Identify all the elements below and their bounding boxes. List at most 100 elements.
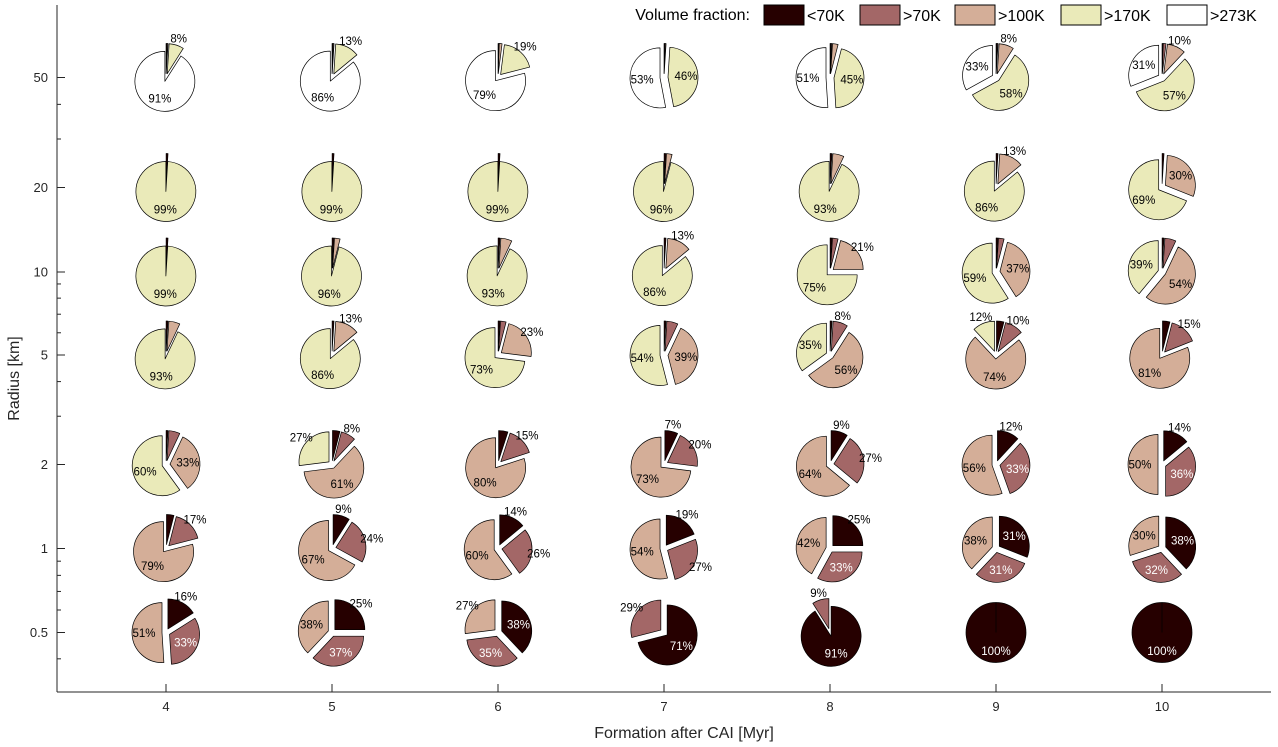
pie-slice-gt100K [795, 517, 827, 575]
pie-slice-gt70K [630, 599, 662, 638]
pie-slice-gt100K [999, 241, 1031, 298]
axes: 0.5 1 2 5 10 20 50 4 5 6 7 8 9 10 Formation after CAI … [6, 5, 1271, 742]
pie-label: 53% [631, 75, 654, 87]
pie-label: 100% [981, 646, 1010, 658]
pie-label: 80% [474, 477, 497, 489]
pie-label: 19% [514, 42, 537, 54]
pie-r2-t10: 14% 36% 50% [1127, 422, 1196, 497]
pie-r2-t5: 8% 61% 27% [290, 424, 365, 499]
pie-r0.5-t9: 100% [965, 602, 1027, 663]
pie-slice-gt273K [795, 47, 829, 108]
pie-slice-gt170K [135, 161, 197, 222]
pie-slice-gt70K [1165, 446, 1196, 497]
x-tick-label: 6 [494, 699, 501, 714]
x-tick-label: 9 [992, 699, 999, 714]
pie-r0.5-t8: 91% 9% [800, 588, 862, 667]
pie-label: 42% [797, 538, 820, 550]
pie-slice-gt170K [796, 244, 858, 306]
legend-swatch [763, 4, 805, 26]
legend-label: <70K [807, 8, 845, 25]
pie-label: 14% [1168, 422, 1191, 434]
pie-label: 27% [456, 600, 479, 612]
pie-r20-t4: 99% [135, 153, 197, 222]
pie-slice-gt273K [134, 50, 196, 112]
pie-label: 38% [507, 619, 530, 631]
pie-slice-gt70K [975, 552, 1026, 583]
pie-r5-t9: 10% 74% 12% [965, 312, 1029, 390]
pie-slice-lt70K [499, 514, 524, 546]
pie-slice-gt100K [630, 436, 692, 498]
pie-label: 9% [335, 504, 352, 516]
pie-label: 8% [834, 311, 851, 323]
pie-slice-gt100K [131, 602, 165, 663]
pie-slice-lt70K [1165, 516, 1196, 570]
pie-slice-gt170K [1136, 58, 1195, 112]
pie-label: 32% [1145, 565, 1168, 577]
pie-slice-gt100K [333, 321, 358, 352]
legend-title: Volume fraction: [635, 7, 750, 24]
pie-slice-gt100K [1165, 155, 1196, 197]
pie-slice-gt273K [1128, 44, 1160, 87]
pie-r50-t9: 8% 58% 33% [962, 34, 1030, 111]
pie-slice-lt70K [331, 320, 335, 352]
pie-slice-gt170K [667, 46, 699, 108]
pie-r5-t6: 23% 73% [464, 320, 543, 388]
pie-slice-lt70K [800, 605, 862, 667]
pie-label: 56% [835, 365, 858, 377]
pie-slice-gt100K [997, 153, 1022, 185]
pie-label: 31% [1003, 531, 1026, 543]
pie-r10-t4: 99% [135, 237, 197, 307]
pie-label: 13% [671, 230, 694, 242]
pie-r20-t10: 30% 69% [1128, 153, 1196, 221]
pie-slice-gt100K [796, 435, 850, 497]
pie-slice-gt70K [812, 598, 830, 630]
pie-r50-t8: 45% 51% [795, 43, 865, 109]
pie-label: 59% [963, 273, 986, 285]
pie-slice-gt100K [169, 436, 201, 489]
pie-slice-gt273K [962, 45, 993, 91]
x-tick-label: 5 [328, 699, 335, 714]
pie-label: 14% [504, 506, 527, 518]
pie-label: 54% [631, 546, 654, 558]
pie-label: 33% [1006, 464, 1029, 476]
pie-label: 54% [1169, 279, 1192, 291]
pie-slice-gt170K [632, 245, 693, 306]
pie-slice-gt70K [830, 320, 848, 352]
pie-label: 67% [302, 555, 325, 567]
pie-slice-gt100K [166, 320, 181, 352]
pie-slice-gt100K [497, 43, 503, 74]
pie-r0.5-t4: 16% 33% 51% [131, 592, 200, 665]
pie-label: 30% [1169, 171, 1192, 183]
pie-slice-gt170K [301, 245, 362, 307]
pie-slice-gt70K [997, 322, 1022, 352]
pie-r0.5-t7: 71% 29% [620, 599, 698, 666]
pie-label: 93% [482, 288, 505, 300]
pie-r20-t9: 13% 86% [964, 146, 1026, 222]
pie-r2-t8: 9% 27% 64% [796, 420, 882, 497]
pie-label: 69% [1132, 195, 1155, 207]
pie-label: 91% [148, 94, 171, 106]
pie-slice-gt100K [1127, 434, 1159, 495]
pie-slice-lt70K [331, 237, 335, 269]
pie-label: 86% [643, 287, 666, 299]
pie-r2-t4: 33% 60% [131, 430, 201, 497]
pie-r2-t9: 12% 33% 56% [961, 421, 1031, 496]
pie-slice-gt70K [667, 435, 698, 467]
pie-label: 60% [466, 550, 489, 562]
pie-label: 10% [1006, 315, 1029, 327]
pie-slice-gt170K [298, 431, 330, 466]
pie-slice-gt70K [830, 237, 839, 269]
pie-r5-t4: 93% [134, 320, 196, 390]
pie-slice-gt100K [962, 516, 993, 570]
pie-label: 75% [803, 283, 826, 295]
pie-label: 96% [318, 289, 341, 301]
pie-grid: 8% 91% 13% 86% 19% 79% 46% 53% 45% 51% 8% 58% 33% 10%… [131, 34, 1201, 667]
pie-slice-gt70K [1162, 237, 1177, 269]
pie-label: 21% [851, 242, 874, 254]
pie-r50-t6: 19% 79% [465, 42, 537, 112]
pie-label: 9% [810, 588, 827, 600]
pie-label: 100% [1147, 646, 1176, 658]
pie-slice-gt170K [1128, 159, 1187, 221]
pie-slice-lt70K [997, 430, 1019, 462]
